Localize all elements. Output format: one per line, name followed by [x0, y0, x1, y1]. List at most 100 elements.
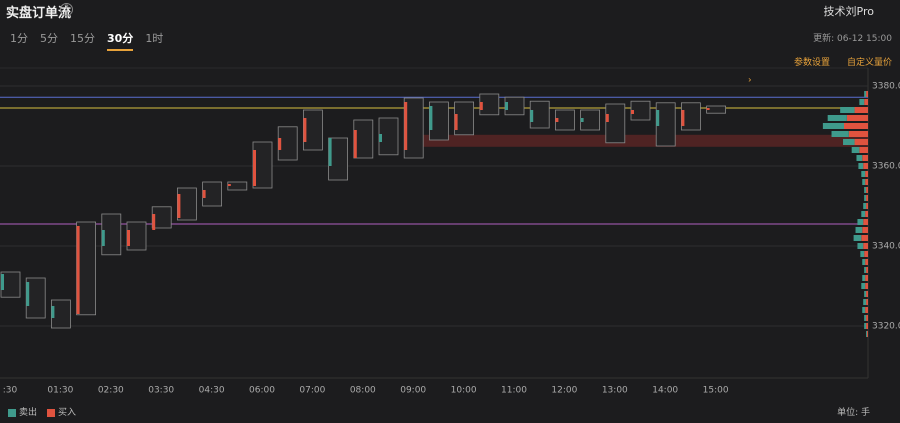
profile-sell [860, 251, 865, 257]
x-tick-label: 09:00 [400, 386, 426, 396]
profile-buy [846, 115, 868, 121]
update-time: 更新: 06-12 15:00 [813, 34, 892, 44]
profile-sell [861, 211, 866, 217]
profile-buy [866, 299, 868, 305]
profile-buy [862, 155, 868, 161]
legend-swatch [8, 408, 16, 417]
legend-label: 卖出 [19, 408, 38, 418]
candle-body [631, 110, 634, 114]
value-band [410, 134, 868, 147]
profile-sell [862, 259, 866, 265]
x-tick-label: 10:00 [451, 386, 477, 396]
candle-body [605, 114, 609, 122]
profile-sell [843, 139, 855, 145]
profile-sell [864, 267, 867, 273]
timeframe-tab[interactable]: 30分 [107, 30, 134, 51]
profile-buy [864, 251, 868, 257]
help-icon[interactable]: ? [60, 3, 73, 16]
profile-buy [863, 219, 868, 225]
x-tick-label: 03:30 [148, 386, 174, 396]
timeframe-tab[interactable]: 5分 [40, 32, 58, 45]
candle-body [101, 230, 105, 246]
candle-body [278, 138, 282, 150]
candle-body [353, 130, 357, 158]
candle-body [328, 138, 332, 166]
candle-body [253, 150, 256, 186]
profile-sell [858, 163, 864, 169]
y-tick-label: 3340.0 [872, 242, 900, 252]
y-tick-label: 3360.0 [872, 162, 900, 172]
timeframe-tabs: 1分 5分 15分 30分 1时 [10, 30, 163, 51]
candle-body [1, 274, 4, 290]
candle-body [681, 110, 685, 126]
x-tick-label: 13:00 [602, 386, 628, 396]
x-tick-label: 14:00 [652, 386, 678, 396]
candle-body [505, 102, 508, 110]
x-tick-label: 11:00 [501, 386, 527, 396]
profile-buy [863, 243, 868, 249]
custom-button[interactable]: 自定义量价 [846, 58, 892, 68]
profile-sell [857, 219, 864, 225]
candle-body [303, 118, 307, 142]
profile-buy [866, 195, 868, 201]
profile-sell [866, 331, 868, 337]
x-tick-label: 07:00 [299, 386, 325, 396]
candle-body [177, 194, 181, 218]
x-tick-label: 12:00 [551, 386, 577, 396]
timeframe-tab[interactable]: 1分 [10, 32, 28, 45]
candle-body [202, 190, 206, 198]
timeframe-tab[interactable]: 15分 [70, 32, 95, 45]
profile-buy [865, 259, 868, 265]
legend-swatch [47, 408, 56, 417]
candle-body [555, 118, 559, 122]
profile-sell [822, 123, 844, 129]
profile-sell [861, 171, 866, 177]
profile-buy [865, 275, 868, 281]
profile-buy [866, 323, 868, 329]
profile-sell [831, 131, 849, 137]
y-tick-label: 3320.0 [872, 322, 900, 332]
profile-sell [864, 187, 867, 193]
profile-buy [866, 315, 868, 321]
profile-buy [866, 203, 868, 209]
profile-buy [854, 107, 868, 113]
profile-buy [865, 211, 868, 217]
x-tick-label: :30 [3, 386, 18, 396]
candle-range [605, 103, 626, 144]
profile-sell [864, 323, 867, 329]
x-tick-label: 08:00 [350, 386, 376, 396]
unit: 单位: 手 [837, 408, 870, 418]
title: 实盘订单流 [6, 6, 72, 21]
chart: › 3320.0 3340.0 3360.0 3380.0:30 01:30 02:30 0… [0, 67, 900, 396]
profile-sell [862, 275, 866, 281]
profile-sell [864, 315, 867, 321]
profile-sell [853, 235, 862, 241]
profile-buy [862, 227, 868, 233]
candle-body [479, 102, 483, 110]
legend-item: 卖出 [8, 405, 37, 418]
profile-sell [851, 147, 860, 153]
profile-buy [865, 179, 868, 185]
candle-body [530, 110, 534, 122]
profile-sell [862, 307, 866, 313]
profile-buy [866, 187, 868, 193]
expand-arrow[interactable]: › [748, 76, 752, 86]
timeframe-tab[interactable]: 1时 [145, 32, 164, 45]
profile-sell [863, 203, 867, 209]
candle-body [227, 184, 231, 186]
candle-body [379, 134, 382, 142]
candle-body [429, 106, 433, 130]
legend: 卖出 买入 [8, 405, 76, 418]
y-tick-label: 3380.0 [872, 82, 900, 92]
profile-buy [866, 291, 868, 297]
profile-sell [861, 283, 866, 289]
profile-sell [864, 195, 867, 201]
profile-sell [856, 155, 863, 161]
params-button[interactable]: 参数设置 [793, 58, 830, 68]
candle-body [152, 214, 156, 230]
x-tick-label: 01:30 [47, 386, 73, 396]
profile-sell [859, 99, 865, 105]
candle-body [656, 110, 660, 126]
x-tick-label: 15:00 [703, 386, 729, 396]
